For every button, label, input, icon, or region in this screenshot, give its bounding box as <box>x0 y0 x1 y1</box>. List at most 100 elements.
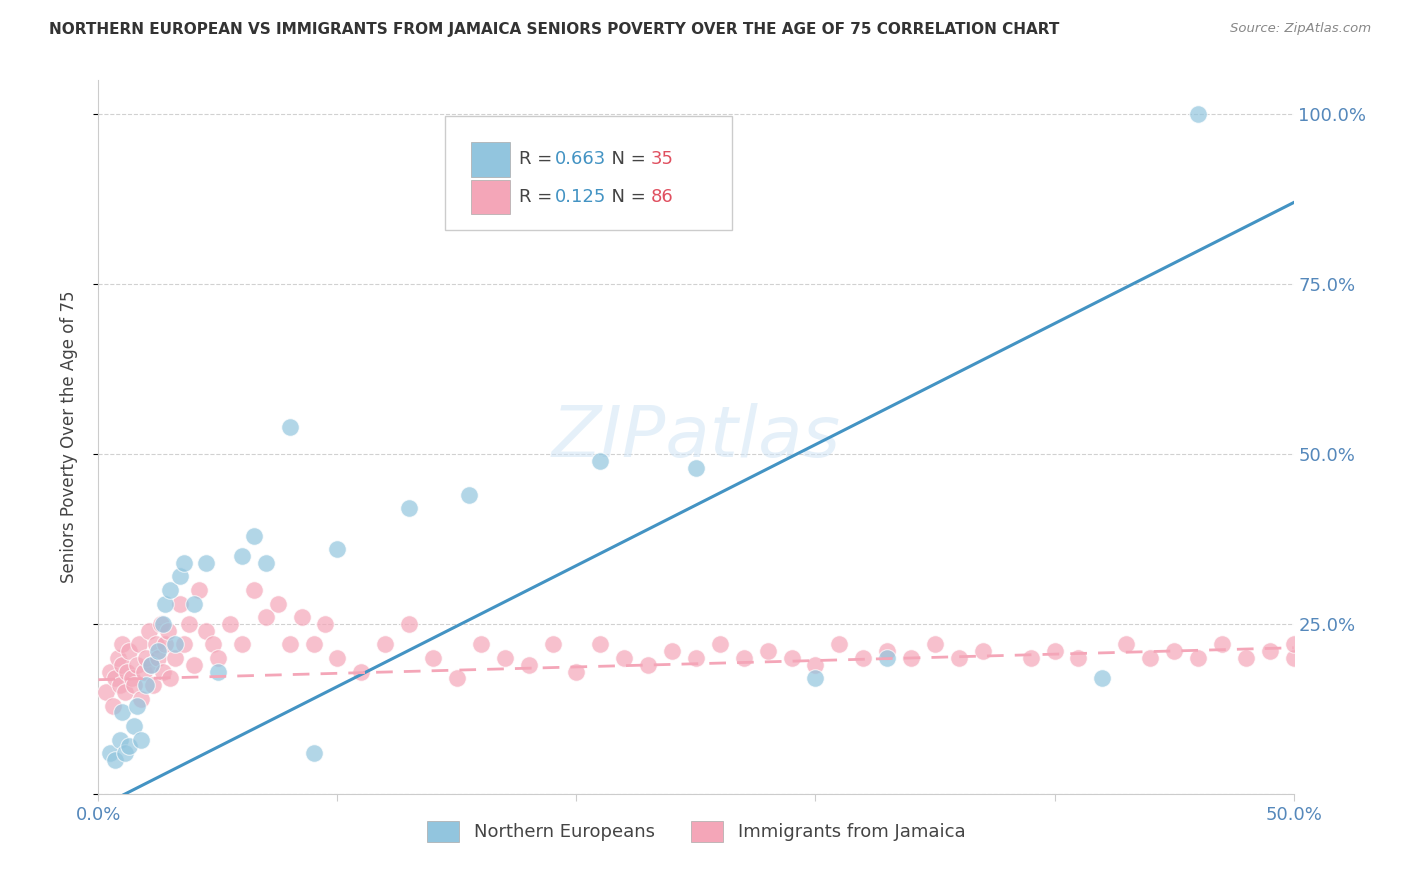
Point <box>470 637 492 651</box>
Point <box>374 637 396 651</box>
Point <box>1187 651 1209 665</box>
Point <box>1258 644 1281 658</box>
Point <box>107 651 129 665</box>
Point <box>124 678 146 692</box>
Point <box>104 753 127 767</box>
Point <box>142 678 165 692</box>
Point <box>350 665 373 679</box>
Text: N =: N = <box>600 188 652 206</box>
Text: 35: 35 <box>651 151 673 169</box>
Point <box>98 665 122 679</box>
Point <box>114 685 136 699</box>
Point <box>231 549 253 563</box>
Point <box>458 488 481 502</box>
Point <box>108 678 131 692</box>
Point <box>139 657 162 672</box>
Point <box>565 665 588 679</box>
Point <box>125 698 148 713</box>
Point <box>155 637 177 651</box>
Point <box>159 671 181 685</box>
Point <box>828 637 851 651</box>
Point <box>104 671 127 685</box>
Point <box>169 597 191 611</box>
FancyBboxPatch shape <box>471 180 509 214</box>
Point <box>517 657 540 672</box>
Point <box>254 610 277 624</box>
Point <box>149 617 172 632</box>
Point <box>179 617 201 632</box>
Point <box>1187 107 1209 121</box>
FancyBboxPatch shape <box>446 116 733 230</box>
Text: 86: 86 <box>651 188 673 206</box>
Text: N =: N = <box>600 151 652 169</box>
Text: R =: R = <box>519 151 558 169</box>
Point <box>876 644 898 658</box>
Point <box>135 678 157 692</box>
Point <box>852 651 875 665</box>
Point <box>163 637 186 651</box>
Point <box>111 657 134 672</box>
Point <box>302 637 325 651</box>
Point <box>685 651 707 665</box>
Point <box>1043 644 1066 658</box>
Point <box>195 624 218 638</box>
Point <box>101 698 124 713</box>
Point <box>173 556 195 570</box>
Point <box>131 691 153 706</box>
Point <box>128 637 150 651</box>
Point <box>1234 651 1257 665</box>
Point <box>124 719 146 733</box>
Point <box>948 651 970 665</box>
Point <box>541 637 564 651</box>
Point <box>254 556 277 570</box>
Point <box>231 637 253 651</box>
Point <box>780 651 803 665</box>
Point <box>267 597 290 611</box>
Point <box>98 746 122 760</box>
Point <box>152 665 174 679</box>
Point <box>613 651 636 665</box>
Point <box>589 454 612 468</box>
Point <box>1282 637 1305 651</box>
Point <box>291 610 314 624</box>
Point <box>1091 671 1114 685</box>
Point <box>202 637 225 651</box>
Point <box>302 746 325 760</box>
Point <box>494 651 516 665</box>
Point <box>219 617 242 632</box>
Point <box>1019 651 1042 665</box>
Point <box>756 644 779 658</box>
Point <box>1115 637 1137 651</box>
Text: ZIPatlas: ZIPatlas <box>551 402 841 472</box>
Point <box>278 420 301 434</box>
Point <box>326 542 349 557</box>
Text: NORTHERN EUROPEAN VS IMMIGRANTS FROM JAMAICA SENIORS POVERTY OVER THE AGE OF 75 : NORTHERN EUROPEAN VS IMMIGRANTS FROM JAM… <box>49 22 1060 37</box>
Point <box>169 569 191 583</box>
Legend: Northern Europeans, Immigrants from Jamaica: Northern Europeans, Immigrants from Jama… <box>419 814 973 849</box>
Point <box>207 651 229 665</box>
Point <box>398 617 420 632</box>
Text: 0.125: 0.125 <box>555 188 606 206</box>
Point <box>589 637 612 651</box>
Point <box>326 651 349 665</box>
Point <box>148 651 170 665</box>
Point <box>125 657 148 672</box>
Point <box>114 746 136 760</box>
Point <box>422 651 444 665</box>
Point <box>145 637 167 651</box>
Point <box>1211 637 1233 651</box>
Point <box>972 644 994 658</box>
Point <box>195 556 218 570</box>
Point <box>398 501 420 516</box>
Point <box>709 637 731 651</box>
Point <box>207 665 229 679</box>
Point <box>155 597 177 611</box>
Point <box>163 651 186 665</box>
Text: 0.663: 0.663 <box>555 151 606 169</box>
Point <box>187 582 209 597</box>
Point <box>148 644 170 658</box>
Point <box>804 657 827 672</box>
Point <box>131 732 153 747</box>
Point <box>121 671 143 685</box>
Point <box>1067 651 1090 665</box>
